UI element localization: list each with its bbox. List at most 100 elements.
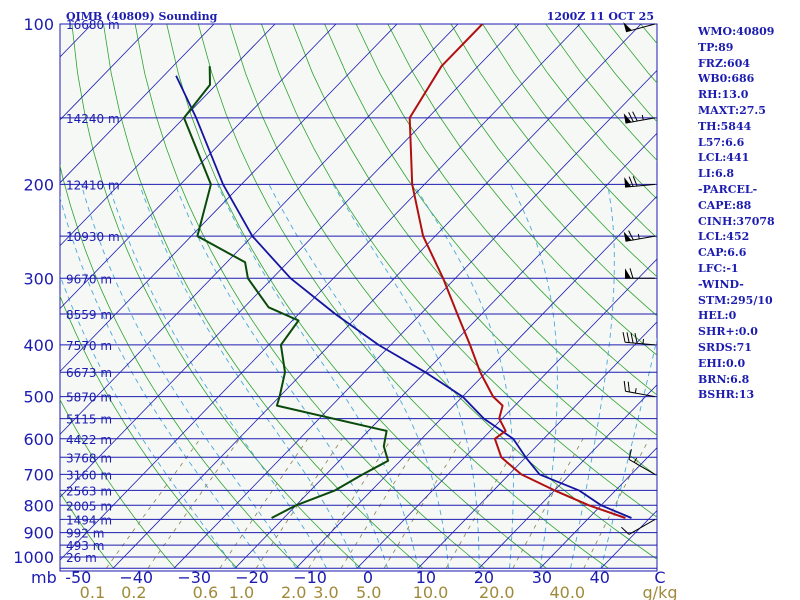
dry-adiabat <box>261 24 657 518</box>
parcel-path-line <box>175 75 632 519</box>
height-label: 3768 m <box>66 451 112 465</box>
index-item: WMO:40809 <box>698 25 775 38</box>
isotherm <box>539 447 657 569</box>
mixing-ratio-tick-label: 0.6 <box>193 583 218 600</box>
index-item: MAXT:27.5 <box>698 103 766 117</box>
height-label: 1494 m <box>66 513 112 527</box>
moist-adiabat <box>413 184 514 569</box>
index-item: -PARCEL- <box>698 182 758 196</box>
index-item: BRN:6.8 <box>698 372 750 386</box>
index-item: CAP:6.6 <box>698 246 747 260</box>
dry-adiabat <box>387 24 657 356</box>
height-label: 5115 m <box>66 413 112 427</box>
wind-barb <box>622 331 656 346</box>
isotherm <box>417 321 657 569</box>
isotherm <box>60 24 215 184</box>
mixing-ratio-tick-label: 0.1 <box>80 583 105 600</box>
mixing-ratio-line <box>583 438 650 569</box>
moist-adiabat <box>332 184 480 569</box>
pressure-tick-label: 500 <box>23 388 54 407</box>
index-item: CINH:37078 <box>698 214 775 228</box>
height-label: 26 m <box>66 551 97 565</box>
sounding-time: 1200Z 11 OCT 25 <box>547 10 654 23</box>
height-label: 16680 m <box>66 18 120 32</box>
index-item: WB0:686 <box>698 72 755 86</box>
dry-adiabat <box>60 491 114 569</box>
dry-adiabat <box>197 24 609 569</box>
index-item: -WIND- <box>698 277 744 291</box>
height-label: 5870 m <box>66 391 112 405</box>
pressure-tick-label: 700 <box>23 465 54 484</box>
mixing-ratio-unit-label: g/kg <box>643 583 678 600</box>
wind-barb <box>628 449 656 475</box>
wind-barb <box>623 111 656 124</box>
wind-barb <box>623 230 656 242</box>
moist-adiabat <box>217 184 419 569</box>
index-item: EHI:0.0 <box>698 356 746 370</box>
mixing-ratio-tick-label: 10.0 <box>413 583 449 600</box>
wind-barb <box>623 380 656 398</box>
wind-barb <box>625 268 655 279</box>
stability-indices-panel: WMO:40809 TP:89 FRZ:604 WB0:686 RH:13.0 MAXT:… <box>698 24 775 403</box>
isotherm <box>60 24 337 310</box>
dry-adiabat <box>71 24 362 569</box>
temperature-tick-label: 30 <box>532 568 552 587</box>
dry-adiabat <box>419 24 657 317</box>
temperature-tick-label: -50 <box>65 568 91 587</box>
dry-adiabat <box>324 24 657 436</box>
index-item: FRZ:604 <box>698 56 751 70</box>
height-label: 3160 m <box>66 468 112 482</box>
pressure-tick-label: 300 <box>23 269 54 288</box>
height-label: 12410 m <box>66 178 120 192</box>
temperature-tick-label: −30 <box>177 568 211 587</box>
index-item: LCL:441 <box>698 151 750 165</box>
wind-barb <box>621 518 656 535</box>
index-item: LCL:452 <box>698 230 750 244</box>
mixing-ratio-line <box>383 438 463 569</box>
pressure-tick-label: 800 <box>23 496 54 515</box>
dry-adiabat <box>166 24 547 569</box>
pressure-tick-label: 600 <box>23 430 54 449</box>
index-item: LFC:-1 <box>698 261 739 275</box>
mixing-ratio-tick-label: 2.0 <box>281 583 306 600</box>
isotherm <box>60 24 398 372</box>
dewpoint-line <box>183 66 390 519</box>
isotherm <box>234 132 657 569</box>
isotherm <box>60 24 520 498</box>
moist-adiabat <box>510 184 558 569</box>
height-label: 14240 m <box>66 112 120 126</box>
index-item: CAPE:88 <box>698 198 752 212</box>
pressure-tick-label: 400 <box>23 336 54 355</box>
index-item: TH:5844 <box>698 119 752 133</box>
station-title: QIMB (40809) Sounding <box>66 10 218 23</box>
mixing-ratio-tick-label: 3.0 <box>313 583 338 600</box>
temperature-line <box>408 24 626 519</box>
wind-barb <box>623 22 656 33</box>
height-label: 493 m <box>66 539 104 553</box>
index-item: BSHR:13 <box>698 388 755 402</box>
dry-adiabat <box>60 398 176 569</box>
dry-adiabat <box>103 24 424 569</box>
index-item: SHR+:0.0 <box>698 325 758 339</box>
plot-area <box>59 23 658 572</box>
index-item: RH:13.0 <box>698 88 749 102</box>
mixing-ratio-line <box>219 438 309 569</box>
height-label: 4422 m <box>66 433 112 447</box>
moist-adiabat <box>139 184 358 569</box>
isotherm <box>60 24 154 121</box>
moist-adiabat <box>60 274 236 569</box>
isotherm <box>356 258 657 569</box>
dry-adiabat <box>134 24 485 569</box>
index-item: L57:6.6 <box>698 135 745 149</box>
mixing-ratio-line <box>105 438 201 569</box>
temperature-tick-label: −20 <box>235 568 269 587</box>
index-item: HEL:0 <box>698 309 737 323</box>
dry-adiabat <box>292 24 657 477</box>
mixing-ratio-line <box>445 438 522 569</box>
pressure-tick-label: 100 <box>23 15 54 34</box>
dry-adiabat <box>450 24 657 278</box>
isotherm <box>60 24 581 561</box>
height-label: 7570 m <box>66 339 112 353</box>
temperature-tick-label: −40 <box>119 568 153 587</box>
